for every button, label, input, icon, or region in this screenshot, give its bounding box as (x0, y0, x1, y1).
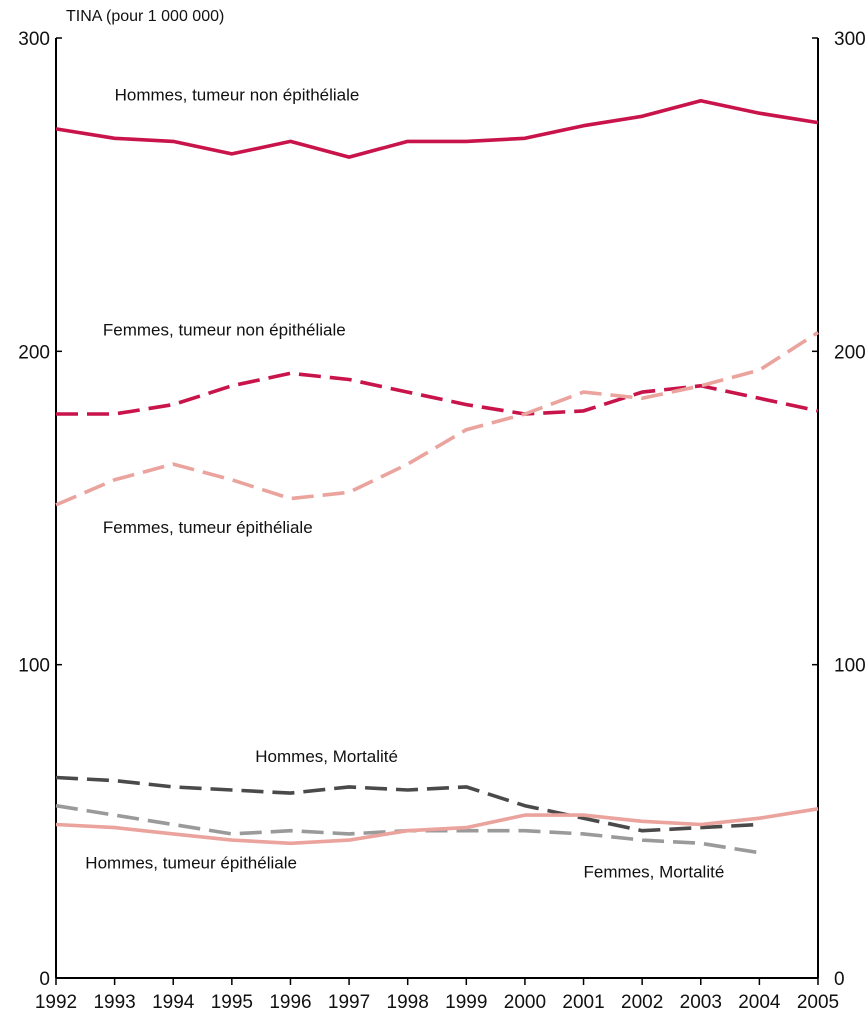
series-line (55, 330, 819, 507)
series-label: Femmes, tumeur non épithéliale (103, 321, 346, 340)
x-tick-label: 2000 (504, 992, 546, 1013)
series-label: Hommes, tumeur non épithéliale (115, 86, 360, 105)
y-tick-label-left: 0 (39, 969, 50, 990)
y-ticks-left: 0 100 200 300 (18, 29, 62, 990)
axes (55, 38, 819, 979)
series-annotations: Hommes, tumeur non épithéliale Femmes, tu… (85, 86, 724, 882)
x-tick-label: 2004 (738, 992, 781, 1013)
y-tick-label-left: 300 (18, 29, 50, 50)
y-tick-label-left: 200 (18, 342, 50, 363)
y-tick-label-left: 100 (18, 656, 50, 677)
x-tick-label: 1999 (445, 992, 487, 1013)
series-line (55, 807, 819, 846)
x-ticks: 1992 1993 1994 1995 1996 1997 1998 1999 2000 2001… (35, 978, 839, 1013)
y-axis-label: TINA (pour 1 000 000) (66, 8, 224, 25)
x-tick-label: 1993 (93, 992, 135, 1013)
x-tick-label: 1997 (328, 992, 370, 1013)
series-label: Hommes, tumeur épithéliale (85, 853, 297, 872)
x-tick-label: 1998 (387, 992, 429, 1013)
series-line (55, 98, 819, 159)
x-tick-label: 1994 (152, 992, 195, 1013)
y-tick-label-right: 300 (834, 29, 866, 50)
y-ticks-right: 0 100 200 300 (812, 29, 866, 990)
x-tick-label: 1995 (211, 992, 253, 1013)
x-tick-label: 2002 (621, 992, 663, 1013)
x-tick-label: 1996 (269, 992, 311, 1013)
y-tick-label-right: 0 (834, 969, 845, 990)
series-label: Hommes, Mortalité (255, 747, 398, 766)
series-line (56, 371, 819, 416)
x-tick-label: 1992 (35, 992, 77, 1013)
y-tick-label-right: 200 (834, 342, 866, 363)
x-tick-label: 2001 (562, 992, 604, 1013)
series-lines (55, 98, 819, 855)
series-label: Femmes, tumeur épithéliale (103, 518, 313, 537)
x-tick-label: 2003 (680, 992, 722, 1013)
series-label: Femmes, Mortalité (584, 863, 725, 882)
x-tick-label: 2005 (797, 992, 839, 1013)
y-tick-label-right: 100 (834, 656, 866, 677)
